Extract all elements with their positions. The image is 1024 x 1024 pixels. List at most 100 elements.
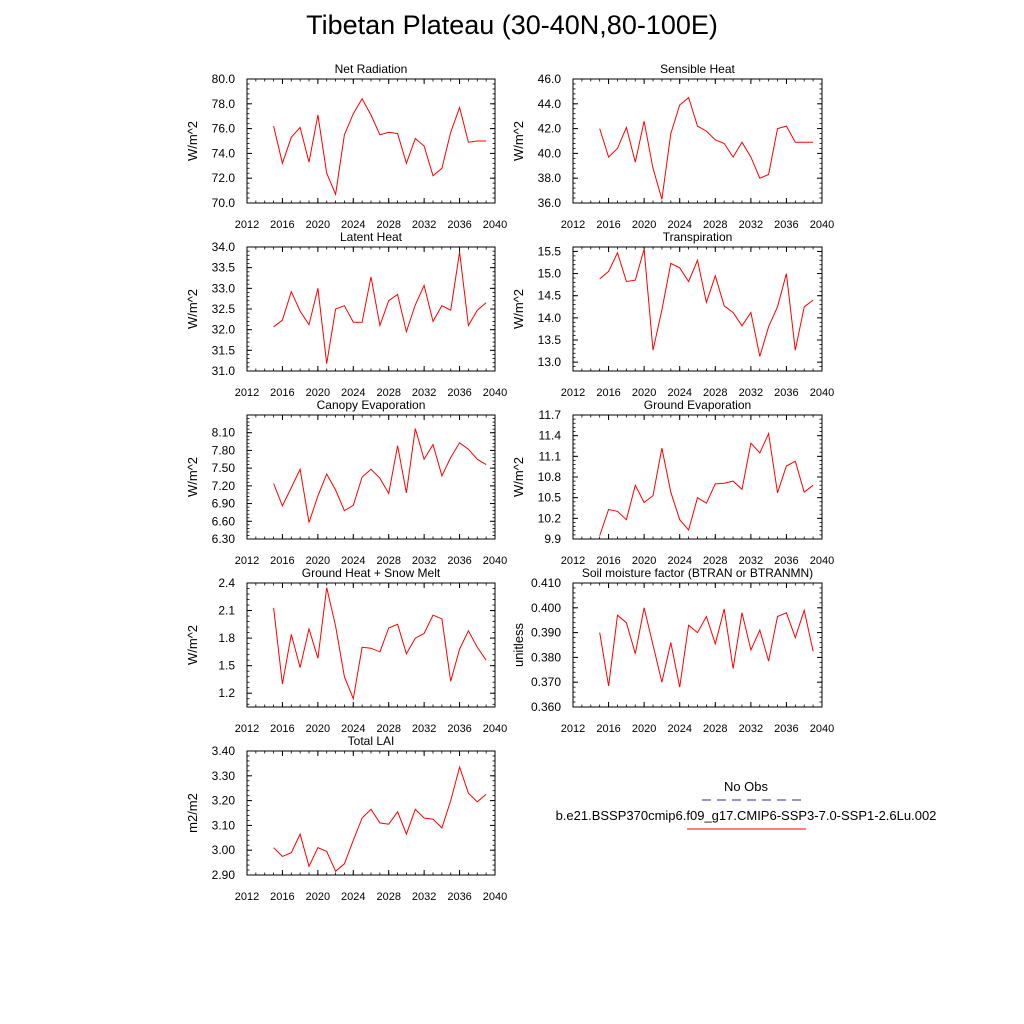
panel-frame <box>246 750 496 876</box>
y-axis-label: m2/m2 <box>185 793 200 833</box>
legend-model-label: b.e21.BSSP370cmip6.f09_g17.CMIP6-SSP3-7.… <box>555 808 937 823</box>
x-tick-label: 2016 <box>596 387 620 399</box>
y-tick-label: 80.0 <box>212 72 236 86</box>
legend-obs-dashes <box>702 799 806 801</box>
x-tick-label: 2016 <box>270 891 294 903</box>
y-tick-label: 46.0 <box>538 72 562 86</box>
y-tick-label: 15.0 <box>538 267 562 281</box>
y-tick-label: 7.50 <box>212 461 236 475</box>
y-tick-label: 9.9 <box>544 532 561 546</box>
y-tick-label: 3.20 <box>212 794 236 808</box>
y-tick-label: 3.40 <box>212 744 236 758</box>
series-line <box>273 97 487 197</box>
x-tick-label: 2036 <box>447 387 471 399</box>
y-tick-label: 10.5 <box>538 491 562 505</box>
panel-title: Canopy Evaporation <box>317 398 426 412</box>
y-tick-label: 2.90 <box>212 868 236 882</box>
y-axis-label: W/m^2 <box>511 457 526 497</box>
y-tick-label: 0.410 <box>531 576 561 590</box>
y-tick-label: 0.360 <box>531 700 561 714</box>
x-tick-label: 2028 <box>703 723 727 735</box>
y-tick-label: 11.1 <box>539 449 562 463</box>
y-tick-label: 13.0 <box>538 355 562 369</box>
x-tick-label: 2016 <box>270 387 294 399</box>
y-tick-label: 42.0 <box>538 122 562 136</box>
x-tick-label: 2036 <box>774 723 798 735</box>
x-tick-label: 2028 <box>376 555 400 567</box>
y-tick-label: 74.0 <box>212 146 236 160</box>
series-line <box>599 607 814 688</box>
series-line <box>273 765 487 873</box>
x-tick-label: 2032 <box>739 723 763 735</box>
panel-7: Ground Heat + Snow Melt W/m^2 2012 2016 2020… <box>185 566 507 735</box>
x-tick-label: 2040 <box>483 555 507 567</box>
panel-frame <box>572 414 823 540</box>
x-tick-label: 2024 <box>667 219 691 231</box>
y-tick-label: 78.0 <box>212 97 236 111</box>
figure-title: Tibetan Plateau (30-40N,80-100E) <box>306 10 718 40</box>
x-tick-label: 2016 <box>596 723 620 735</box>
panel-title: Total LAI <box>348 734 395 748</box>
series-line <box>273 251 487 364</box>
x-tick-label: 2020 <box>306 723 330 735</box>
y-axis-label: W/m^2 <box>185 625 200 665</box>
series-line <box>599 96 814 200</box>
x-tick-label: 2036 <box>447 891 471 903</box>
x-tick-label: 2020 <box>632 555 656 567</box>
series-line <box>273 428 487 523</box>
x-tick-label: 2012 <box>235 555 259 567</box>
panel-frame <box>246 414 496 540</box>
x-tick-label: 2036 <box>774 219 798 231</box>
x-tick-label: 2016 <box>270 219 294 231</box>
panel-4: Transpiration W/m^2 2012 2016 2020 2024 2028 20… <box>511 230 834 399</box>
x-tick-label: 2012 <box>235 219 259 231</box>
y-tick-label: 8.10 <box>212 426 236 440</box>
y-tick-label: 6.60 <box>212 514 236 528</box>
x-tick-label: 2040 <box>810 219 834 231</box>
x-tick-label: 2024 <box>667 555 691 567</box>
x-tick-label: 2020 <box>632 723 656 735</box>
y-tick-label: 0.370 <box>531 675 561 689</box>
y-tick-label: 32.5 <box>212 302 236 316</box>
x-tick-label: 2012 <box>235 891 259 903</box>
y-tick-label: 3.00 <box>212 843 236 857</box>
y-tick-label: 44.0 <box>538 97 562 111</box>
x-tick-label: 2032 <box>739 555 763 567</box>
x-tick-label: 2020 <box>632 219 656 231</box>
panel-title: Ground Evaporation <box>644 398 751 412</box>
x-tick-label: 2020 <box>306 387 330 399</box>
panel-title: Sensible Heat <box>660 62 735 76</box>
y-tick-label: 31.5 <box>212 343 236 357</box>
panel-1: Net Radiation W/m^2 2012 2016 2020 2024 2028 20… <box>185 62 507 231</box>
y-tick-label: 2.1 <box>218 604 235 618</box>
x-tick-label: 2020 <box>632 387 656 399</box>
x-tick-label: 2032 <box>412 555 436 567</box>
x-tick-label: 2020 <box>306 891 330 903</box>
y-tick-label: 33.5 <box>212 261 236 275</box>
y-tick-label: 31.0 <box>212 364 236 378</box>
x-tick-label: 2036 <box>447 219 471 231</box>
legend-obs-label: No Obs <box>723 779 769 794</box>
x-tick-label: 2028 <box>703 219 727 231</box>
y-tick-label: 0.390 <box>531 626 561 640</box>
y-tick-label: 72.0 <box>212 171 236 185</box>
x-tick-label: 2036 <box>447 555 471 567</box>
x-tick-label: 2024 <box>667 723 691 735</box>
y-tick-label: 40.0 <box>538 146 562 160</box>
y-tick-label: 14.5 <box>538 289 562 303</box>
y-tick-label: 2.4 <box>218 576 235 590</box>
panel-6: Ground Evaporation W/m^2 2012 2016 2020 2024 2… <box>511 398 834 567</box>
y-tick-label: 34.0 <box>212 240 236 254</box>
panel-8: Soil moisture factor (BTRAN or BTRANMN) u… <box>511 566 834 735</box>
y-axis-label: W/m^2 <box>511 289 526 329</box>
y-tick-label: 0.380 <box>531 650 561 664</box>
x-tick-label: 2012 <box>561 387 585 399</box>
y-tick-label: 15.5 <box>538 244 562 258</box>
panel-title: Ground Heat + Snow Melt <box>302 566 441 580</box>
x-tick-label: 2024 <box>341 387 365 399</box>
x-tick-label: 2036 <box>447 723 471 735</box>
y-tick-label: 1.5 <box>218 659 235 673</box>
panel-title: Soil moisture factor (BTRAN or BTRANMN) <box>582 566 813 580</box>
y-tick-label: 70.0 <box>212 196 236 210</box>
